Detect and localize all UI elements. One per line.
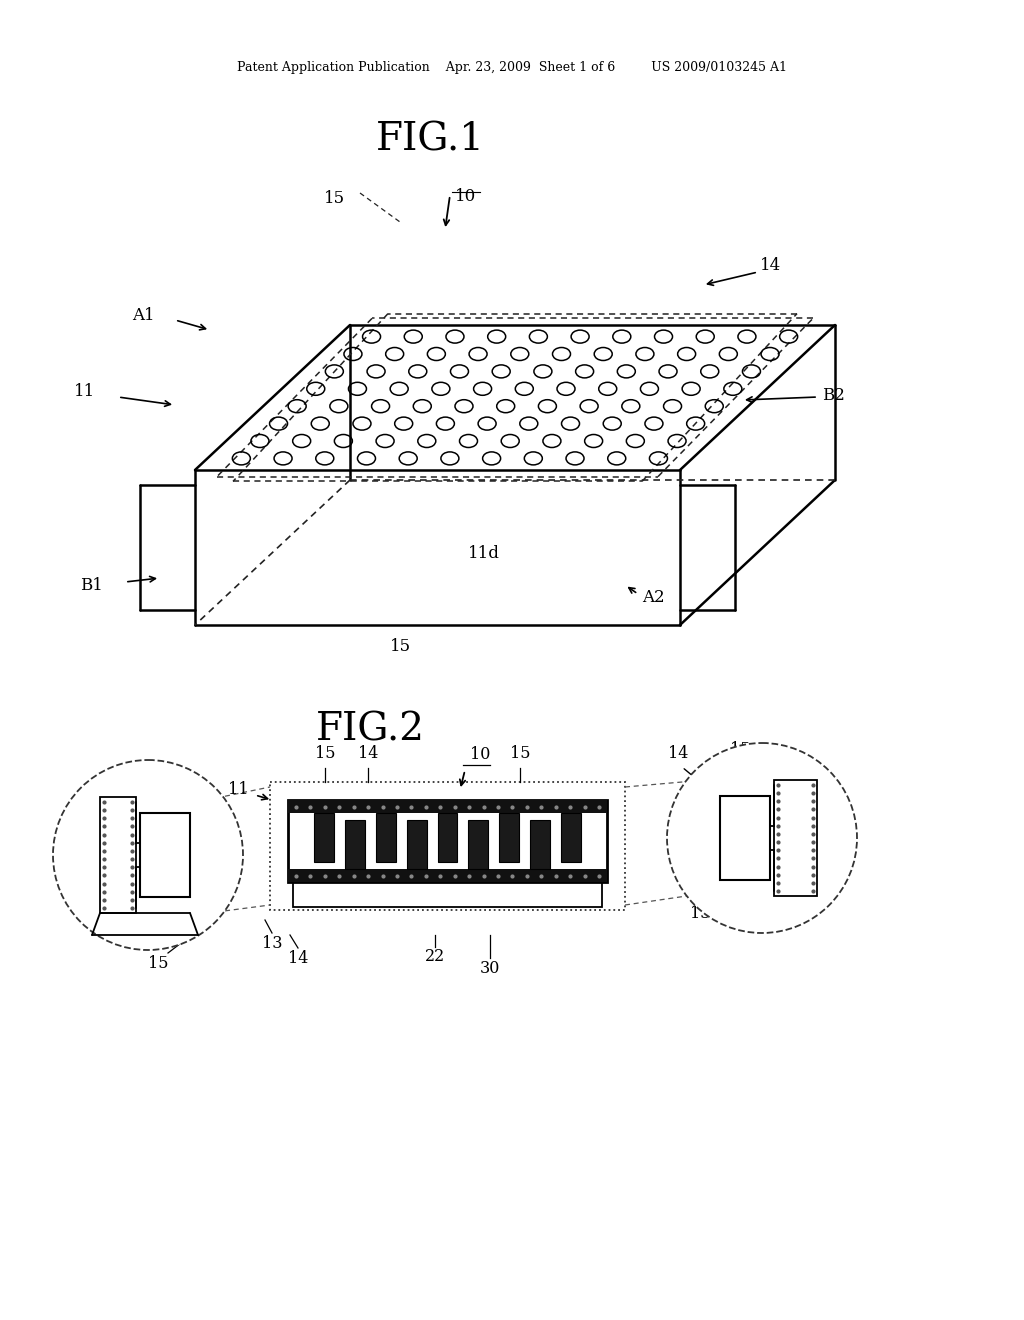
- Text: 13: 13: [690, 906, 711, 921]
- Text: 11: 11: [227, 781, 248, 799]
- Bar: [437, 813, 458, 862]
- Bar: [100, 797, 136, 913]
- Circle shape: [667, 743, 857, 933]
- Bar: [288, 800, 607, 882]
- Text: 11: 11: [74, 384, 95, 400]
- Text: Patent Application Publication    Apr. 23, 2009  Sheet 1 of 6         US 2009/01: Patent Application Publication Apr. 23, …: [237, 62, 787, 74]
- Text: 15: 15: [510, 744, 530, 762]
- Bar: [344, 820, 365, 869]
- Bar: [407, 820, 427, 869]
- Bar: [140, 813, 190, 898]
- Text: 14: 14: [760, 256, 781, 273]
- Bar: [500, 813, 519, 862]
- Text: B1: B1: [80, 577, 103, 594]
- Text: 14: 14: [288, 950, 308, 968]
- Text: A2: A2: [642, 590, 665, 606]
- Text: 13: 13: [262, 935, 283, 952]
- Bar: [720, 796, 770, 880]
- Bar: [561, 813, 582, 862]
- Bar: [774, 780, 817, 896]
- Bar: [313, 813, 334, 862]
- Bar: [376, 813, 395, 862]
- Bar: [288, 800, 607, 813]
- Text: 15: 15: [147, 954, 168, 972]
- Text: 10: 10: [455, 187, 476, 205]
- Text: 11d: 11d: [468, 544, 500, 561]
- Text: FIG.2: FIG.2: [315, 711, 425, 748]
- Text: 12: 12: [738, 906, 758, 921]
- Text: FIG.1: FIG.1: [376, 121, 484, 158]
- Circle shape: [53, 760, 243, 950]
- Text: 22: 22: [425, 948, 445, 965]
- Bar: [469, 820, 488, 869]
- Text: 10: 10: [470, 746, 490, 763]
- Bar: [293, 882, 602, 907]
- Text: 14: 14: [357, 744, 378, 762]
- Text: 15: 15: [314, 744, 335, 762]
- Text: A1: A1: [132, 306, 155, 323]
- Text: 15: 15: [730, 741, 751, 758]
- Bar: [288, 869, 607, 882]
- Text: B2: B2: [822, 387, 845, 404]
- Text: 30: 30: [480, 960, 500, 977]
- Text: 15: 15: [389, 638, 411, 655]
- Text: 14: 14: [668, 744, 688, 762]
- Text: 15: 15: [324, 190, 345, 207]
- Bar: [270, 781, 625, 909]
- Bar: [530, 820, 551, 869]
